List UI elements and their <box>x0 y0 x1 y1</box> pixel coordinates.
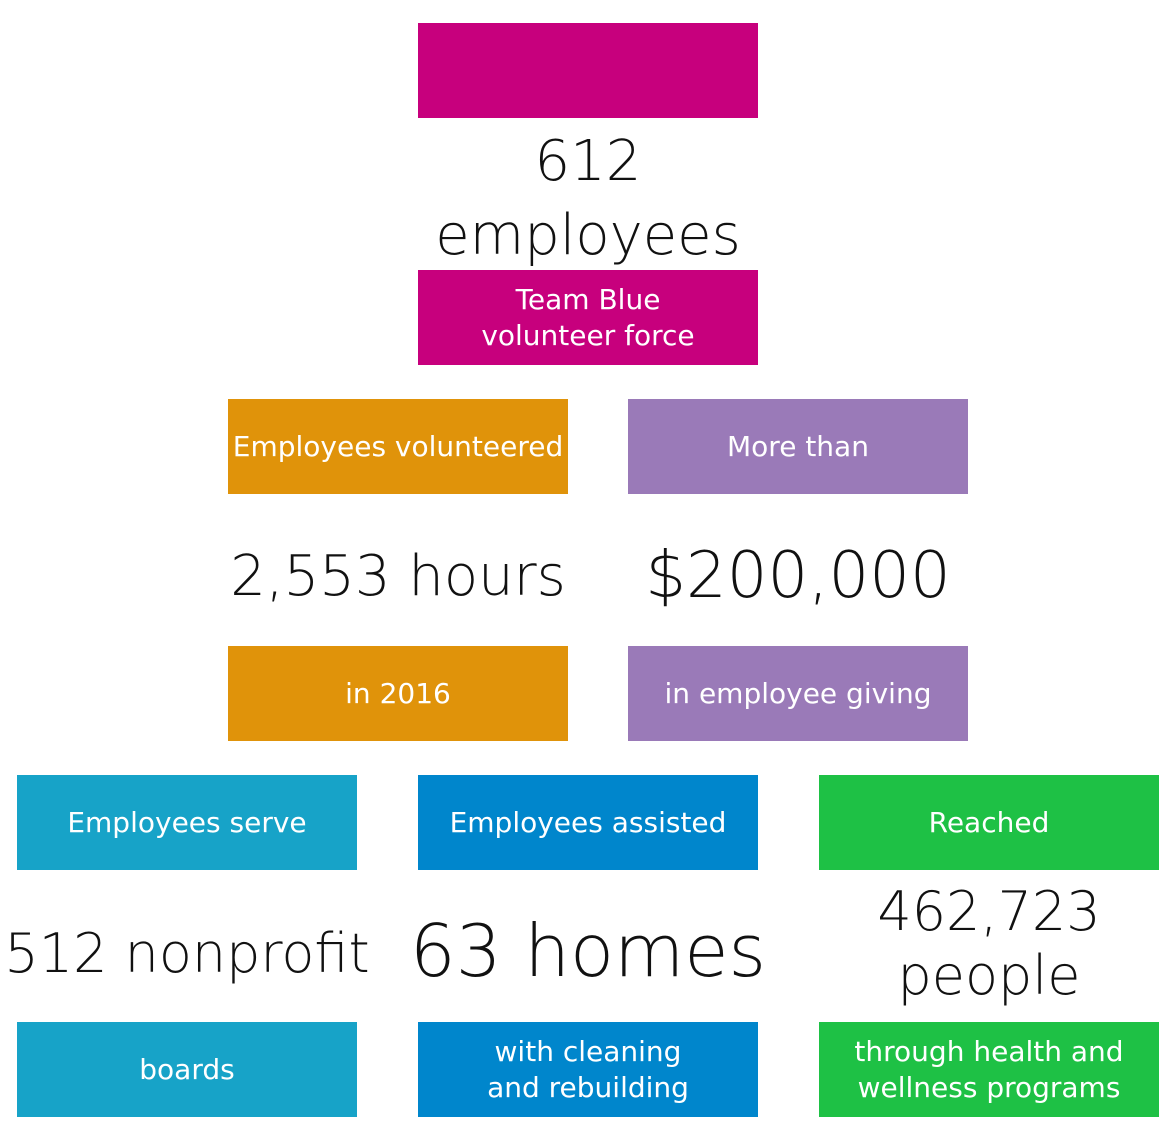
team-label-line1: Team Blue <box>515 282 661 316</box>
giving-bottom-box: in employee giving <box>628 646 968 741</box>
hours-bottom-box: in 2016 <box>228 646 568 741</box>
people-bottom-line1: through health and <box>854 1034 1124 1068</box>
hours-top-box: Employees volunteered <box>228 399 568 494</box>
people-top-box: Reached <box>819 775 1159 870</box>
boards-bottom-label: boards <box>139 1052 235 1086</box>
homes-bottom-line2: and rebuilding <box>487 1070 689 1104</box>
hours-value: 2,553 hours <box>230 544 566 609</box>
homes-bottom-box: with cleaning and rebuilding <box>418 1022 758 1117</box>
team-label-line2: volunteer force <box>481 318 695 352</box>
homes-top-label: Employees assisted <box>449 805 727 839</box>
people-value: 462,723 people <box>789 880 1176 1008</box>
people-bottom-box: through health and wellness programs <box>819 1022 1159 1117</box>
people-bottom-line2: wellness programs <box>857 1070 1121 1104</box>
people-top-label: Reached <box>928 805 1050 839</box>
giving-bottom-label: in employee giving <box>664 676 932 710</box>
homes-value: 63 homes <box>409 909 767 993</box>
team-count-stat: 612 employees <box>388 125 788 273</box>
team-label-box: Team Blue volunteer force <box>418 270 758 365</box>
team-count-number: 612 <box>534 129 642 194</box>
giving-top-box: More than <box>628 399 968 494</box>
homes-bottom-line1: with cleaning <box>494 1034 682 1068</box>
hours-bottom-label: in 2016 <box>345 676 451 710</box>
team-count-unit: employees <box>435 203 741 268</box>
boards-value: 512 nonprofit <box>4 922 370 985</box>
giving-top-label: More than <box>727 429 869 463</box>
boards-top-box: Employees serve <box>17 775 357 870</box>
giving-value: $200,000 <box>645 539 951 613</box>
boards-top-label: Employees serve <box>67 805 307 839</box>
hours-top-label: Employees volunteered <box>232 429 564 463</box>
boards-bottom-box: boards <box>17 1022 357 1117</box>
people-value-unit: people <box>897 944 1081 1007</box>
homes-top-box: Employees assisted <box>418 775 758 870</box>
team-header-bar <box>418 23 758 118</box>
people-value-number: 462,723 <box>877 880 1101 943</box>
